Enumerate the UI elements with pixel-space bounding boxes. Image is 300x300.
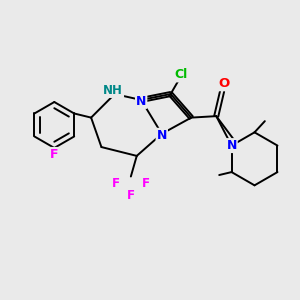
Text: N: N <box>136 95 146 108</box>
Text: F: F <box>50 148 58 161</box>
Text: N: N <box>157 129 167 142</box>
Text: F: F <box>112 177 120 190</box>
Text: O: O <box>218 77 229 90</box>
Text: Cl: Cl <box>174 68 188 81</box>
Text: F: F <box>142 177 150 190</box>
Text: F: F <box>127 189 135 202</box>
Text: NH: NH <box>103 84 123 97</box>
Text: N: N <box>226 139 237 152</box>
